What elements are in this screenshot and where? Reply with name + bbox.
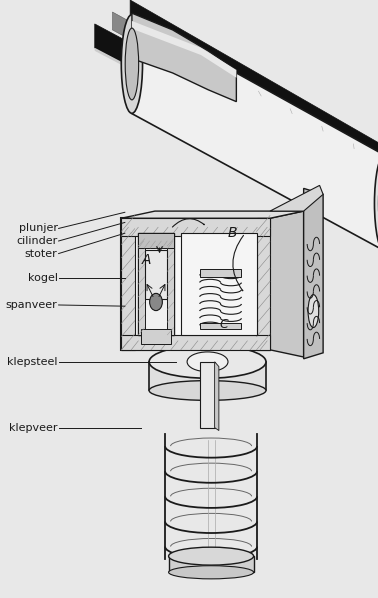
Ellipse shape	[125, 28, 139, 100]
Bar	[141, 329, 170, 344]
Bar	[121, 218, 135, 350]
Polygon shape	[121, 211, 304, 218]
Bar	[167, 233, 174, 335]
Ellipse shape	[308, 295, 319, 328]
Polygon shape	[130, 0, 378, 161]
Polygon shape	[95, 48, 378, 203]
Polygon shape	[132, 21, 236, 78]
Ellipse shape	[149, 346, 266, 379]
Bar	[121, 218, 270, 236]
Bar	[145, 250, 167, 299]
Ellipse shape	[187, 352, 228, 371]
Bar	[181, 233, 257, 335]
Polygon shape	[132, 15, 378, 251]
Polygon shape	[270, 185, 323, 211]
Ellipse shape	[169, 547, 254, 565]
Polygon shape	[215, 362, 219, 431]
Polygon shape	[304, 188, 323, 359]
Polygon shape	[132, 13, 236, 102]
Polygon shape	[149, 362, 266, 390]
Polygon shape	[169, 556, 254, 572]
Text: klepveer: klepveer	[9, 423, 57, 432]
Text: A: A	[141, 253, 151, 267]
Text: stoter: stoter	[25, 249, 57, 258]
Text: klepsteel: klepsteel	[7, 357, 57, 367]
Polygon shape	[112, 12, 378, 179]
Ellipse shape	[149, 380, 266, 401]
Ellipse shape	[375, 154, 378, 252]
Bar	[138, 233, 174, 335]
Text: cilinder: cilinder	[16, 236, 57, 246]
Bar	[200, 323, 242, 329]
Bar	[200, 362, 215, 428]
Bar	[138, 233, 174, 248]
FancyArrowPatch shape	[233, 236, 243, 291]
Bar	[257, 218, 270, 350]
Bar	[121, 218, 270, 350]
Polygon shape	[270, 211, 304, 357]
Text: C: C	[220, 318, 228, 331]
Text: B: B	[228, 226, 238, 240]
Bar	[121, 335, 270, 350]
Polygon shape	[95, 24, 378, 200]
Text: spanveer: spanveer	[6, 300, 57, 310]
Bar	[138, 233, 145, 335]
Ellipse shape	[121, 14, 143, 114]
Bar	[200, 270, 242, 277]
Ellipse shape	[150, 294, 163, 310]
Text: plunjer: plunjer	[19, 224, 57, 233]
Text: kogel: kogel	[28, 273, 57, 283]
FancyArrowPatch shape	[172, 219, 204, 227]
Ellipse shape	[169, 566, 254, 579]
